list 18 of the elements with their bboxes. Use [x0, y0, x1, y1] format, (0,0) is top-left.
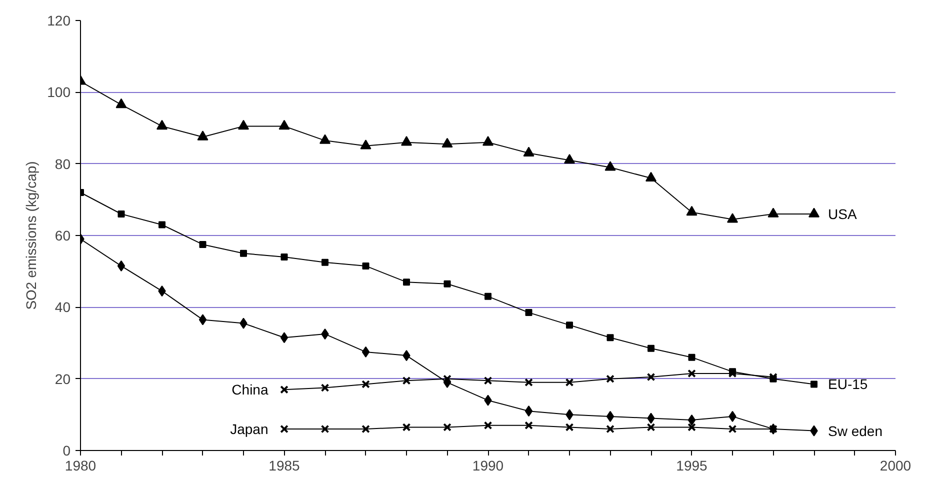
- series-label: Japan: [230, 421, 268, 437]
- x-tick-label: 1985: [268, 458, 300, 474]
- y-axis-title: SO2 emissions (kg/cap): [23, 161, 40, 310]
- x-tick-label: 1980: [64, 458, 96, 474]
- y-tick-label: 20: [54, 370, 71, 387]
- x-tick-label: 1990: [472, 458, 504, 474]
- series-label: USA: [828, 206, 858, 222]
- y-tick-label: 120: [47, 12, 71, 28]
- y-tick-label: 100: [47, 84, 71, 100]
- y-tick-label: 80: [54, 156, 71, 172]
- x-tick-label: 1995: [676, 458, 708, 474]
- y-tick-label: 40: [54, 299, 71, 316]
- series-label: EU-15: [828, 376, 868, 392]
- y-tick-label: 60: [54, 228, 71, 244]
- y-tick-label: 0: [62, 442, 71, 458]
- series-label: China: [232, 382, 268, 398]
- x-tick-label: 2000: [880, 458, 912, 474]
- series-label: Sw eden: [828, 422, 882, 439]
